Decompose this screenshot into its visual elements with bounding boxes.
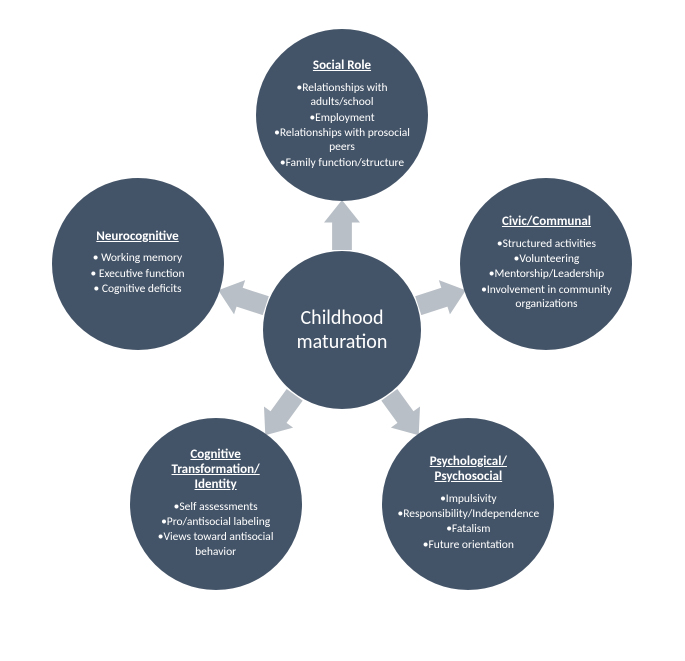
- node-item: •Employment: [266, 111, 418, 125]
- node-item: •Self assessments: [140, 500, 292, 514]
- node-item: • Cognitive deficits: [91, 282, 185, 296]
- node-item: •Mentorship/Leadership: [470, 267, 622, 281]
- node-civic: Civic/Communal •Structured activities•Vol…: [460, 178, 632, 350]
- node-item: •Future orientation: [398, 538, 540, 552]
- node-items: •Structured activities•Volunteering•Ment…: [470, 236, 622, 313]
- node-title-line: Identity: [172, 478, 260, 493]
- diagram-stage: Childhoodmaturation Social Role •Relations…: [0, 0, 685, 661]
- node-item: • Executive function: [91, 267, 185, 281]
- node-title: Psychological/Psychosocial: [430, 455, 507, 485]
- node-item: •Fatalism: [398, 522, 540, 536]
- node-item: •Relationships with adults/school: [266, 81, 418, 110]
- node-title-line: Psychosocial: [430, 470, 507, 485]
- node-title-line: Neurocognitive: [96, 230, 178, 245]
- node-item: •Involvement in community organizations: [470, 283, 622, 312]
- center-label-line1: Childhood: [301, 306, 384, 330]
- node-title-line: Transformation/: [172, 463, 260, 478]
- node-item: •Responsibility/Independence: [398, 507, 540, 521]
- node-psych: Psychological/Psychosocial •Impulsivity•R…: [382, 418, 554, 590]
- node-items: • Working memory • Executive function• Co…: [91, 250, 185, 297]
- node-item: •Volunteering: [470, 252, 622, 266]
- node-neuro: Neurocognitive • Working memory • Executiv…: [52, 178, 224, 350]
- node-items: •Self assessments•Pro/antisocial labelin…: [140, 499, 292, 561]
- node-title-line: Civic/Communal: [502, 215, 591, 230]
- node-item: •Pro/antisocial labeling: [140, 515, 292, 529]
- node-title: Social Role: [313, 59, 371, 74]
- node-items: •Impulsivity•Responsibility/Independence…: [398, 491, 540, 554]
- node-item: •Family function/structure: [266, 156, 418, 170]
- node-social: Social Role •Relationships with adults/sc…: [256, 29, 428, 201]
- node-item: •Relationships with prosocial peers: [266, 126, 418, 155]
- center-label-line2: maturation: [297, 330, 388, 354]
- node-title-line: Psychological/: [430, 455, 507, 470]
- node-items: •Relationships with adults/school•Employ…: [266, 80, 418, 171]
- node-title-line: Social Role: [313, 59, 371, 74]
- node-title: CognitiveTransformation/Identity: [172, 448, 260, 493]
- node-item: •Views toward antisocial behavior: [140, 530, 292, 559]
- center-node: Childhoodmaturation: [263, 251, 421, 409]
- node-item: • Working memory: [91, 251, 185, 265]
- node-item: •Structured activities: [470, 237, 622, 251]
- node-title-line: Cognitive: [172, 448, 260, 463]
- node-cogxform: CognitiveTransformation/Identity •Self as…: [130, 418, 302, 590]
- node-item: •Impulsivity: [398, 492, 540, 506]
- node-title: Neurocognitive: [96, 230, 178, 245]
- node-title: Civic/Communal: [502, 215, 591, 230]
